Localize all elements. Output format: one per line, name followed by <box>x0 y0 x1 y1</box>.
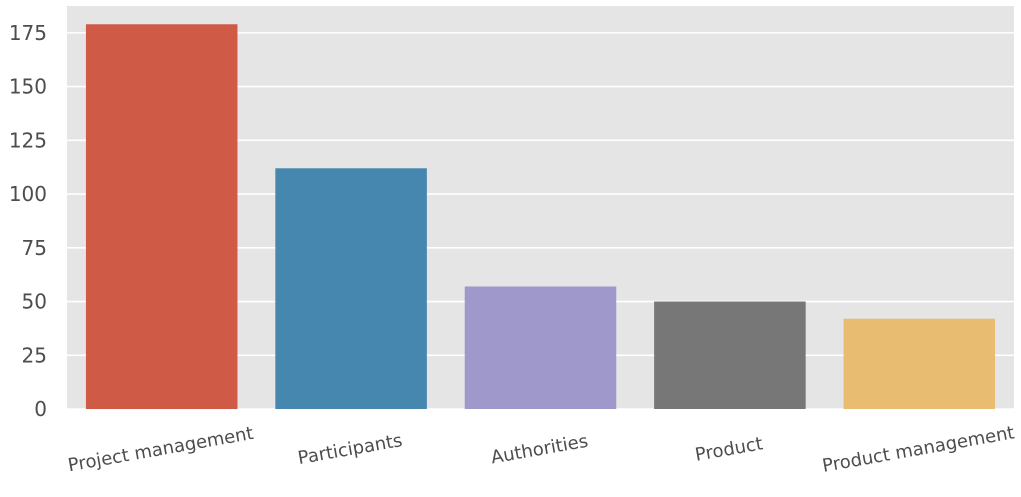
y-tick-label: 125 <box>9 128 47 152</box>
bars <box>85 24 996 409</box>
y-tick-label: 150 <box>9 75 47 99</box>
x-tick-label: Participants <box>296 430 404 469</box>
x-tick-label: Product <box>693 433 764 466</box>
bar-project-management <box>85 24 238 409</box>
x-tick-label: Project management <box>66 423 255 476</box>
x-axis-tick-labels: Project management Participants Authoritie… <box>66 422 1016 476</box>
bar-participants <box>275 168 427 409</box>
bar-product-management <box>843 318 996 409</box>
y-tick-label: 50 <box>22 290 47 314</box>
y-axis-tick-labels: 0 25 50 75 100 125 150 175 <box>9 21 47 421</box>
bar-authorities <box>464 286 617 409</box>
x-tick-label: Authorities <box>489 431 589 469</box>
x-tick-label: Product management <box>821 422 1016 476</box>
y-tick-label: 175 <box>9 21 47 45</box>
y-tick-label: 75 <box>22 236 47 260</box>
y-tick-label: 100 <box>9 182 47 206</box>
bar-product <box>654 301 806 409</box>
y-tick-label: 25 <box>22 343 47 367</box>
y-tick-label: 0 <box>34 397 47 421</box>
